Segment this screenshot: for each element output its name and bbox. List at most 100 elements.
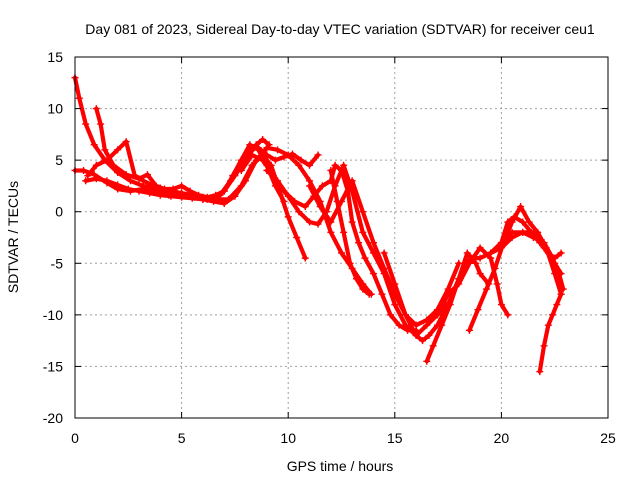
data-point: [274, 177, 282, 185]
y-tick-label: 10: [47, 101, 63, 117]
data-point: [306, 161, 314, 169]
data-point: [90, 141, 98, 149]
data-point: [423, 316, 431, 324]
data-point: [188, 194, 196, 202]
data-point: [301, 254, 309, 262]
data-point: [135, 175, 143, 183]
data-point: [314, 151, 322, 159]
data-point: [348, 218, 356, 226]
data-point: [340, 228, 348, 236]
data-point: [316, 203, 324, 211]
data-point: [284, 192, 292, 200]
data-point: [92, 105, 100, 113]
data-point: [169, 185, 177, 193]
data-point: [463, 249, 471, 257]
data-point: [378, 290, 386, 298]
data-point: [401, 311, 409, 319]
data-point: [152, 182, 160, 190]
y-tick-label: -5: [51, 255, 64, 271]
series-trace-06: [237, 151, 420, 334]
data-point: [274, 146, 282, 154]
data-point: [395, 321, 403, 329]
x-tick-label: 0: [71, 430, 79, 446]
y-tick-label: -15: [43, 358, 63, 374]
data-point: [497, 244, 505, 252]
data-point: [504, 311, 512, 319]
data-point: [476, 244, 484, 252]
data-point: [534, 228, 542, 236]
data-point: [429, 342, 437, 350]
data-point: [114, 181, 122, 189]
data-point: [80, 166, 88, 174]
series-trace-09: [327, 166, 373, 298]
data-point: [284, 151, 292, 159]
series-trace-02: [71, 151, 309, 262]
data-point: [333, 197, 341, 205]
data-point: [482, 285, 490, 293]
data-point: [487, 249, 495, 257]
x-tick-label: 15: [387, 430, 403, 446]
data-point: [348, 177, 356, 185]
data-point: [92, 175, 100, 183]
data-point: [122, 171, 130, 179]
data-point: [271, 156, 279, 164]
data-point: [237, 156, 245, 164]
data-point: [231, 192, 239, 200]
data-point: [474, 306, 482, 314]
data-point: [359, 208, 367, 216]
grid-layer: [75, 57, 608, 418]
data-point: [103, 177, 111, 185]
data-point: [220, 199, 228, 207]
data-point: [92, 161, 100, 169]
data-point: [263, 144, 271, 152]
data-point: [259, 156, 267, 164]
data-point: [75, 94, 83, 102]
series-layer: [71, 74, 567, 376]
data-point: [186, 187, 194, 195]
data-point: [295, 208, 303, 216]
data-point: [82, 177, 90, 185]
y-tick-label: -10: [43, 307, 63, 323]
data-point: [143, 171, 151, 179]
data-point: [210, 197, 218, 205]
data-point: [544, 321, 552, 329]
data-point: [146, 189, 154, 197]
plot-frame: [74, 56, 609, 419]
data-point: [555, 270, 563, 278]
data-point: [369, 270, 377, 278]
data-point: [199, 195, 207, 203]
data-point: [314, 220, 322, 228]
x-axis-label: GPS time / hours: [287, 458, 394, 474]
y-axis-label: SDTVAR / TECUs: [5, 181, 21, 293]
data-point: [327, 228, 335, 236]
data-point: [425, 331, 433, 339]
data-point: [536, 368, 544, 376]
data-point: [263, 151, 271, 159]
data-point: [419, 337, 427, 345]
data-point: [248, 151, 256, 159]
data-point: [433, 311, 441, 319]
data-point: [327, 166, 335, 174]
data-point: [553, 301, 561, 309]
data-point: [167, 192, 175, 200]
data-point: [318, 182, 326, 190]
data-point: [525, 218, 533, 226]
data-point: [497, 301, 505, 309]
data-point: [476, 254, 484, 262]
data-point: [476, 270, 484, 278]
data-point: [297, 156, 305, 164]
data-point: [161, 185, 169, 193]
data-point: [237, 166, 245, 174]
data-point: [557, 290, 565, 298]
data-point: [508, 234, 516, 241]
data-point: [242, 177, 250, 185]
data-point: [401, 321, 409, 329]
x-tick-label: 20: [494, 430, 510, 446]
data-point: [122, 138, 130, 146]
series-line: [85, 137, 272, 202]
data-point: [135, 187, 143, 195]
data-point: [369, 239, 377, 247]
data-point: [327, 218, 335, 226]
data-point: [352, 275, 360, 283]
data-point: [306, 182, 314, 190]
